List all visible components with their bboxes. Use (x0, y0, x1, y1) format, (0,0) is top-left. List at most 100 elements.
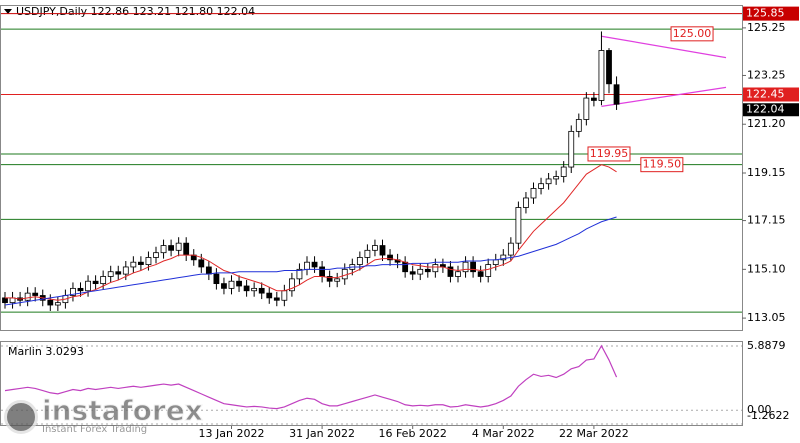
price-label: 122.45 (746, 87, 785, 100)
candle-body (515, 207, 522, 244)
candle-body (500, 254, 507, 261)
candle-body (168, 245, 175, 251)
candle-body (606, 50, 612, 85)
candle-body (583, 97, 590, 120)
candle-body (379, 245, 386, 256)
candle-body (122, 266, 129, 275)
candle-body (477, 271, 484, 277)
candle-body (198, 259, 205, 268)
candle-body (32, 292, 39, 296)
candle-body (130, 261, 137, 268)
y-tick-label: 117.15 (747, 214, 786, 227)
candle-body (424, 268, 431, 273)
candle-body (175, 242, 182, 251)
candle-body (523, 197, 529, 208)
candle-body (485, 264, 492, 277)
oscillator-title: Marlin 3.0293 (8, 345, 84, 358)
candle-body (409, 271, 416, 275)
candle-body (137, 261, 144, 265)
candle-body (251, 287, 258, 292)
candle-body (24, 292, 31, 301)
candle-body (145, 257, 152, 265)
candle-body (462, 261, 469, 273)
candle-body (598, 50, 605, 101)
candle-body (160, 245, 167, 254)
current-price-label: 122.04 (746, 103, 785, 116)
tagline: Instant Forex Trading (42, 424, 148, 435)
candle-body (530, 188, 537, 199)
price-label: 125.85 (746, 7, 785, 20)
candle-body (553, 176, 560, 180)
candle-body (153, 252, 159, 258)
candle-body (296, 268, 303, 280)
candle-body (470, 261, 477, 273)
trend-line (601, 35, 727, 59)
brand: instaforex (42, 394, 204, 427)
oscillator-panel (0, 341, 743, 426)
candle-body (228, 280, 235, 289)
candle-body (334, 278, 341, 282)
candle-body (575, 119, 582, 132)
candle-body (92, 280, 99, 285)
candle-body (236, 280, 242, 287)
candle-body (273, 297, 280, 301)
candle-body (356, 257, 363, 265)
y-tick-label: 0.00 (747, 403, 772, 416)
y-tick-label: 123.25 (747, 68, 786, 81)
oscillator-line (4, 344, 618, 410)
candle-body (538, 183, 544, 189)
candle-body (107, 271, 114, 277)
candle-body (243, 285, 250, 292)
candle-body (372, 245, 378, 251)
trend-line (601, 86, 727, 108)
candle-body (183, 242, 190, 256)
candle-body (311, 261, 318, 268)
y-tick-label: -1.2622 (747, 409, 789, 422)
x-tick-label: 31 Jan 2022 (289, 427, 355, 440)
y-tick-label: 119.15 (747, 166, 786, 179)
x-tick-label: 16 Feb 2022 (378, 427, 446, 440)
annotation-label: 119.95 (590, 147, 629, 160)
candle-body (258, 287, 265, 294)
candle-body (326, 276, 333, 282)
candle-body (364, 249, 371, 258)
watermark: instaforex Instant Forex Trading (4, 394, 204, 435)
candle-body (70, 287, 76, 296)
candle-body (2, 297, 8, 304)
candle-body (319, 266, 326, 277)
annotation-box (670, 26, 714, 42)
candle-body (455, 271, 461, 277)
candle-body (85, 280, 91, 292)
annotation-label: 125.00 (673, 27, 712, 40)
candle-body (266, 292, 273, 299)
candle-body (281, 290, 288, 301)
price-label-box (743, 87, 799, 102)
x-tick-label: 4 Mar 2022 (472, 427, 535, 440)
candle-body (613, 84, 620, 105)
y-tick-label: 115.10 (747, 262, 786, 275)
moving-average (5, 164, 617, 301)
x-tick-label: 22 Mar 2022 (559, 427, 629, 440)
annotation-label: 119.50 (643, 158, 682, 171)
y-tick-label: 5.8879 (747, 339, 786, 352)
candle-body (560, 166, 567, 177)
candle-body (492, 259, 499, 265)
current-price-box (743, 103, 799, 117)
candle-body (545, 178, 552, 185)
y-tick-label: 125.25 (747, 21, 786, 34)
price-label-box (743, 6, 799, 21)
candle-body (568, 130, 575, 168)
candle-body (213, 273, 220, 285)
logo-icon (4, 399, 38, 434)
candle-body (205, 266, 212, 275)
candle-body (288, 278, 295, 292)
main-panel (0, 5, 743, 331)
candle-body (100, 276, 107, 285)
logo-text: instaforex Instant Forex Trading (42, 394, 204, 435)
candle-body (402, 261, 409, 273)
menu-marker (4, 9, 12, 14)
y-tick-label: 113.05 (747, 311, 786, 324)
x-tick-label: 13 Jan 2022 (199, 427, 265, 440)
candle-body (447, 266, 454, 277)
annotation-box (640, 157, 684, 173)
